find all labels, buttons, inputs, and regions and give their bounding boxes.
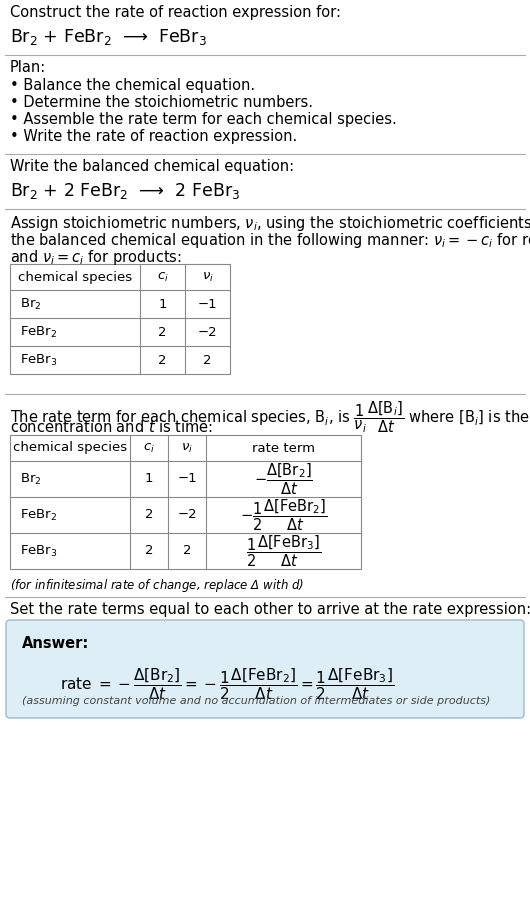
Text: • Write the rate of reaction expression.: • Write the rate of reaction expression.	[10, 129, 297, 144]
Text: Answer:: Answer:	[22, 636, 89, 651]
Text: FeBr$_3$: FeBr$_3$	[20, 543, 58, 559]
FancyBboxPatch shape	[6, 620, 524, 718]
Text: Br$_2$ + 2 FeBr$_2$  ⟶  2 FeBr$_3$: Br$_2$ + 2 FeBr$_2$ ⟶ 2 FeBr$_3$	[10, 181, 240, 201]
Text: The rate term for each chemical species, B$_i$, is $\dfrac{1}{\nu_i}\dfrac{\Delt: The rate term for each chemical species,…	[10, 399, 530, 435]
Text: $-\dfrac{\Delta[\mathrm{Br}_2]}{\Delta t}$: $-\dfrac{\Delta[\mathrm{Br}_2]}{\Delta t…	[254, 461, 313, 497]
Text: Plan:: Plan:	[10, 60, 46, 75]
Text: • Balance the chemical equation.: • Balance the chemical equation.	[10, 78, 255, 93]
Text: • Assemble the rate term for each chemical species.: • Assemble the rate term for each chemic…	[10, 112, 397, 127]
Text: FeBr$_2$: FeBr$_2$	[20, 508, 57, 522]
Text: FeBr$_3$: FeBr$_3$	[20, 352, 58, 368]
Bar	[10, 435, 361, 569]
Text: (assuming constant volume and no accumulation of intermediates or side products): (assuming constant volume and no accumul…	[22, 696, 490, 706]
Text: FeBr$_2$: FeBr$_2$	[20, 325, 57, 339]
Text: Assign stoichiometric numbers, $\nu_i$, using the stoichiometric coefficients, $: Assign stoichiometric numbers, $\nu_i$, …	[10, 214, 530, 233]
Text: −1: −1	[177, 472, 197, 486]
Text: 2: 2	[145, 544, 153, 558]
Text: • Determine the stoichiometric numbers.: • Determine the stoichiometric numbers.	[10, 95, 313, 110]
Text: −2: −2	[198, 326, 217, 339]
Text: −2: −2	[177, 509, 197, 521]
Text: Br$_2$ + FeBr$_2$  ⟶  FeBr$_3$: Br$_2$ + FeBr$_2$ ⟶ FeBr$_3$	[10, 27, 207, 47]
Text: 2: 2	[158, 326, 167, 339]
Text: $c_i$: $c_i$	[143, 441, 155, 455]
Text: $-\dfrac{1}{2}\dfrac{\Delta[\mathrm{FeBr}_2]}{\Delta t}$: $-\dfrac{1}{2}\dfrac{\Delta[\mathrm{FeBr…	[240, 497, 327, 532]
Text: Br$_2$: Br$_2$	[20, 471, 41, 487]
Text: and $\nu_i = c_i$ for products:: and $\nu_i = c_i$ for products:	[10, 248, 182, 267]
Text: $\dfrac{1}{2}\dfrac{\Delta[\mathrm{FeBr}_3]}{\Delta t}$: $\dfrac{1}{2}\dfrac{\Delta[\mathrm{FeBr}…	[246, 533, 321, 569]
Text: rate term: rate term	[252, 441, 315, 454]
Text: 2: 2	[203, 353, 212, 367]
Text: $\nu_i$: $\nu_i$	[181, 441, 193, 455]
Text: concentration and $t$ is time:: concentration and $t$ is time:	[10, 419, 213, 435]
Text: $c_i$: $c_i$	[156, 270, 169, 284]
Text: 2: 2	[145, 509, 153, 521]
Text: 2: 2	[183, 544, 191, 558]
Text: 2: 2	[158, 353, 167, 367]
Text: chemical species: chemical species	[13, 441, 127, 454]
Text: (for infinitesimal rate of change, replace Δ with $d$): (for infinitesimal rate of change, repla…	[10, 577, 304, 594]
Text: 1: 1	[145, 472, 153, 486]
Text: Construct the rate of reaction expression for:: Construct the rate of reaction expressio…	[10, 5, 341, 20]
Text: 1: 1	[158, 298, 167, 310]
Text: Set the rate terms equal to each other to arrive at the rate expression:: Set the rate terms equal to each other t…	[10, 602, 530, 617]
Bar	[10, 264, 230, 374]
Text: the balanced chemical equation in the following manner: $\nu_i = -c_i$ for react: the balanced chemical equation in the fo…	[10, 231, 530, 250]
Text: $\nu_i$: $\nu_i$	[201, 270, 214, 284]
Text: Br$_2$: Br$_2$	[20, 297, 41, 311]
Text: chemical species: chemical species	[18, 270, 132, 284]
Text: rate $= -\dfrac{\Delta[\mathrm{Br}_2]}{\Delta t} = -\dfrac{1}{2}\dfrac{\Delta[\m: rate $= -\dfrac{\Delta[\mathrm{Br}_2]}{\…	[60, 666, 394, 702]
Text: Write the balanced chemical equation:: Write the balanced chemical equation:	[10, 159, 294, 174]
Text: −1: −1	[198, 298, 217, 310]
